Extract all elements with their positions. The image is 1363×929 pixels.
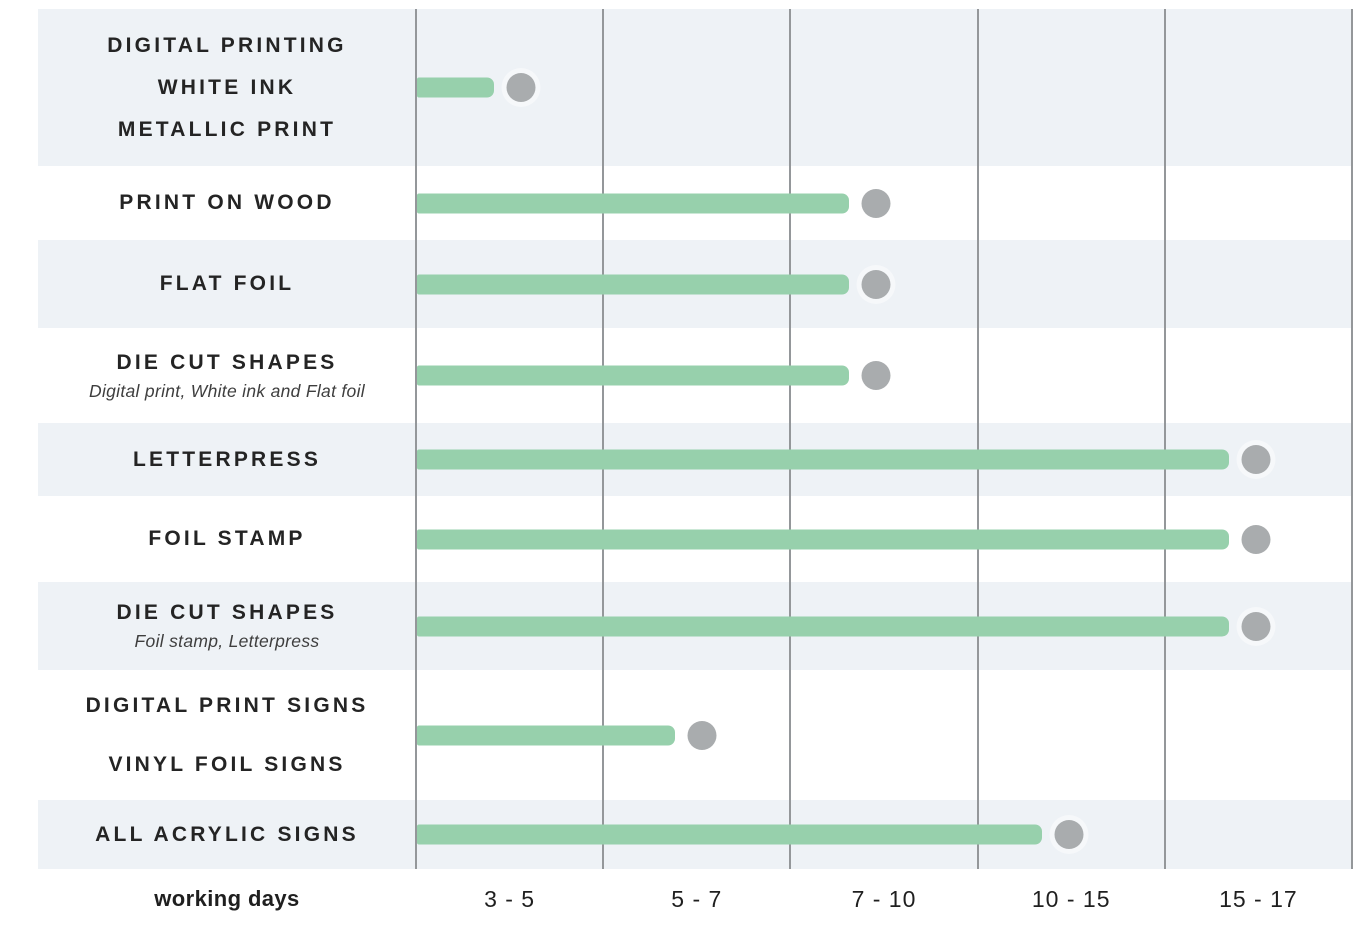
duration-bar xyxy=(417,449,1230,470)
bar-wrap xyxy=(417,361,1353,390)
row-label: PRINT ON WOOD xyxy=(38,166,416,240)
duration-bar xyxy=(417,77,494,98)
row-label-line: VINYL FOIL SIGNS xyxy=(108,752,346,776)
row-sublabel: Foil stamp, Letterpress xyxy=(134,631,320,651)
endpoint-dot xyxy=(1241,445,1271,474)
row-label-line: FOIL STAMP xyxy=(148,527,306,550)
row-plot xyxy=(416,423,1352,496)
bar-wrap xyxy=(417,73,1353,102)
duration-bar xyxy=(417,529,1230,549)
row-label: DIGITAL PRINTING WHITE INK METALLIC PRINT xyxy=(38,9,416,166)
axis-tick-label: 5 - 7 xyxy=(671,885,723,912)
row-label-line: DIE CUT SHAPES xyxy=(116,601,338,624)
endpoint-dot xyxy=(687,720,717,750)
endpoint-dot xyxy=(506,73,536,102)
row-label: FOIL STAMP xyxy=(38,496,416,582)
chart-row: ALL ACRYLIC SIGNS xyxy=(38,800,1352,869)
bar-wrap xyxy=(417,524,1353,554)
chart-row: PRINT ON WOOD xyxy=(38,166,1352,240)
row-label-line: DIGITAL PRINTING xyxy=(107,33,347,57)
endpoint-dot xyxy=(861,269,891,299)
endpoint-dot xyxy=(1054,820,1084,849)
row-label: DIE CUT SHAPES Foil stamp, Letterpress xyxy=(38,582,416,670)
axis-title: working days xyxy=(154,886,300,911)
row-plot xyxy=(416,800,1352,869)
chart-row: FOIL STAMP xyxy=(38,496,1352,582)
row-label: DIGITAL PRINT SIGNS VINYL FOIL SIGNS xyxy=(38,670,416,800)
row-plot xyxy=(416,166,1352,240)
row-label: LETTERPRESS xyxy=(38,423,416,496)
duration-bar xyxy=(417,274,850,294)
bar-wrap xyxy=(417,269,1353,299)
axis-tick-label: 15 - 17 xyxy=(1219,885,1298,912)
chart-row: DIGITAL PRINTING WHITE INK METALLIC PRINT xyxy=(38,9,1352,166)
axis-tick-label: 3 - 5 xyxy=(484,885,536,912)
endpoint-dot xyxy=(861,361,891,390)
row-label-line: LETTERPRESS xyxy=(132,447,322,471)
row-label-line: DIE CUT SHAPES xyxy=(116,350,338,374)
x-axis: working days 3 - 5 5 - 7 7 - 10 10 - 15 15 -… xyxy=(0,869,1363,929)
row-label: FLAT FOIL xyxy=(38,240,416,328)
chart-row: DIE CUT SHAPES Digital print, White ink a… xyxy=(38,328,1352,423)
row-label-line: METALLIC PRINT xyxy=(117,117,337,141)
bar-wrap xyxy=(417,820,1353,849)
duration-bar xyxy=(417,824,1043,845)
chart-row: DIE CUT SHAPES Foil stamp, Letterpress xyxy=(38,582,1352,670)
bar-wrap xyxy=(417,445,1353,474)
bar-wrap xyxy=(417,720,1353,750)
endpoint-dot xyxy=(1241,611,1271,641)
duration-bar xyxy=(417,725,676,745)
row-label-line: PRINT ON WOOD xyxy=(119,191,335,214)
row-label-line: DIGITAL PRINT SIGNS xyxy=(85,693,369,717)
chart-row: FLAT FOIL xyxy=(38,240,1352,328)
row-label-line: WHITE INK xyxy=(157,75,297,99)
row-plot xyxy=(416,582,1352,670)
row-label: DIE CUT SHAPES Digital print, White ink a… xyxy=(38,328,416,423)
chart-rows: DIGITAL PRINTING WHITE INK METALLIC PRINT … xyxy=(38,9,1352,869)
chart-row: LETTERPRESS xyxy=(38,423,1352,496)
bar-wrap xyxy=(417,611,1353,641)
chart-row: DIGITAL PRINT SIGNS VINYL FOIL SIGNS xyxy=(38,670,1352,800)
axis-tick-label: 7 - 10 xyxy=(851,885,917,912)
row-plot xyxy=(416,670,1352,800)
row-label-line: ALL ACRYLIC SIGNS xyxy=(95,822,359,846)
endpoint-dot xyxy=(861,188,891,218)
duration-bar xyxy=(417,365,850,386)
duration-bar xyxy=(417,193,850,213)
row-label: ALL ACRYLIC SIGNS xyxy=(38,800,416,869)
row-label-line: FLAT FOIL xyxy=(159,272,295,295)
row-plot xyxy=(416,240,1352,328)
duration-bar xyxy=(417,616,1230,636)
row-plot xyxy=(416,9,1352,166)
bar-wrap xyxy=(417,188,1353,218)
axis-tick-label: 10 - 15 xyxy=(1031,885,1111,912)
row-plot xyxy=(416,328,1352,423)
row-sublabel: Digital print, White ink and Flat foil xyxy=(89,380,365,401)
row-plot xyxy=(416,496,1352,582)
endpoint-dot xyxy=(1241,524,1271,554)
